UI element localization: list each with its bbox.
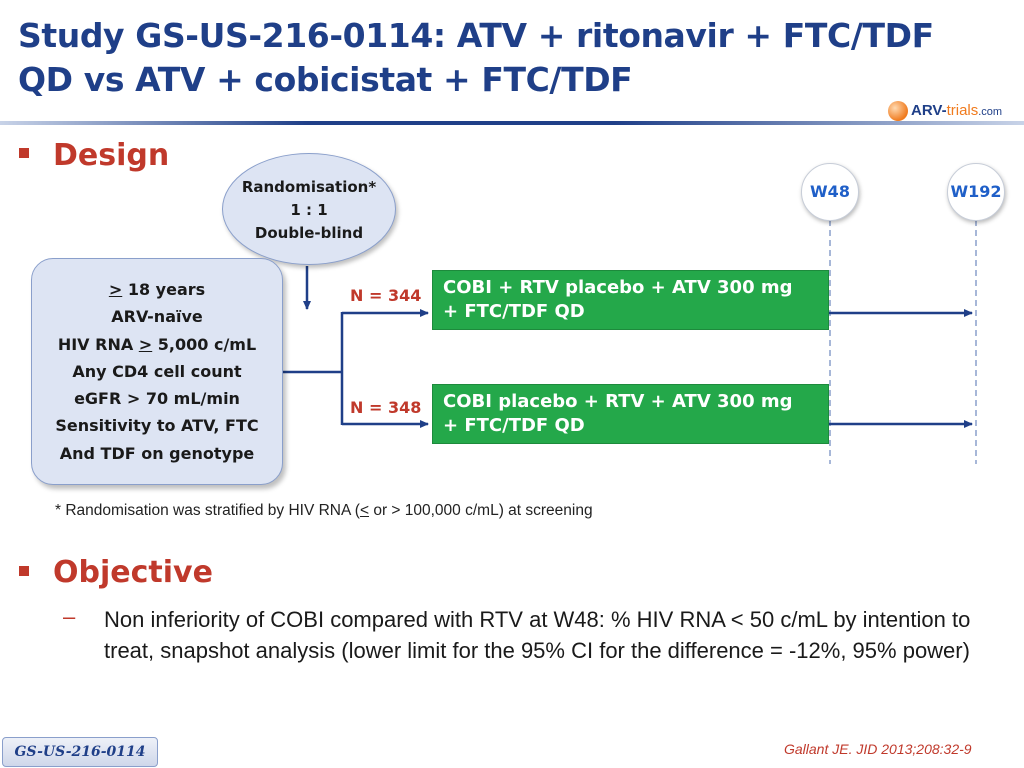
timepoint-w48: W48 (801, 163, 859, 221)
study-tag: GS-US-216-0114 (2, 737, 158, 767)
criteria-egfr: eGFR > 70 mL/min (74, 389, 240, 409)
arm-1-line2: + FTC/TDF QD (443, 301, 585, 322)
criteria-hiv-rna: HIV RNA > 5,000 c/mL (57, 334, 257, 354)
arv-trials-logo-icon (888, 101, 908, 121)
inclusion-criteria-box: > 18 years ARV-naïve HIV RNA > 5,000 c/m… (31, 258, 283, 485)
randomisation-node: Randomisation* 1 : 1 Double-blind (222, 153, 396, 265)
objective-bullet-icon (19, 566, 29, 576)
objective-heading: Objective (53, 555, 213, 590)
title-line-2: QD vs ATV + cobicistat + FTC/TDF (18, 60, 633, 99)
criteria-age: > 18 years (108, 280, 206, 299)
arm-2-line2: + FTC/TDF QD (443, 415, 585, 436)
objective-dash: – (63, 604, 76, 629)
arm1-n-label: N = 344 (350, 286, 422, 305)
randomisation-ratio: 1 : 1 (290, 201, 328, 219)
randomisation-label: Randomisation* (241, 178, 377, 196)
timepoint-w192: W192 (947, 163, 1005, 221)
title-line-1: Study GS-US-216-0114: ATV + ritonavir + … (18, 16, 934, 55)
arm-1-line1: COBI + RTV placebo + ATV 300 mg (443, 277, 793, 298)
title-divider (0, 121, 1024, 125)
design-bullet-icon (19, 148, 29, 158)
citation: Gallant JE. JID 2013;208:32-9 (784, 741, 972, 757)
page-title: Study GS-US-216-0114: ATV + ritonavir + … (18, 14, 958, 102)
criteria-cd4: Any CD4 cell count (72, 361, 242, 381)
randomisation-footnote: * Randomisation was stratified by HIV RN… (55, 502, 593, 519)
arm-1-box: COBI + RTV placebo + ATV 300 mg + FTC/TD… (432, 270, 829, 330)
criteria-genotype: And TDF on genotype (59, 443, 255, 463)
objective-text: Non inferiority of COBI compared with RT… (104, 607, 971, 663)
logo-text: ARV-trials.com (911, 102, 1003, 119)
arv-trials-logo: ARV-trials.com (888, 101, 1013, 121)
arm-2-line1: COBI placebo + RTV + ATV 300 mg (443, 391, 793, 412)
criteria-sensitivity: Sensitivity to ATV, FTC (55, 416, 259, 436)
criteria-arv-naive: ARV-naïve (111, 307, 203, 327)
arm2-n-label: N = 348 (350, 398, 422, 417)
arm-2-box: COBI placebo + RTV + ATV 300 mg + FTC/TD… (432, 384, 829, 444)
design-heading: Design (53, 138, 170, 173)
randomisation-blinding: Double-blind (254, 224, 364, 242)
